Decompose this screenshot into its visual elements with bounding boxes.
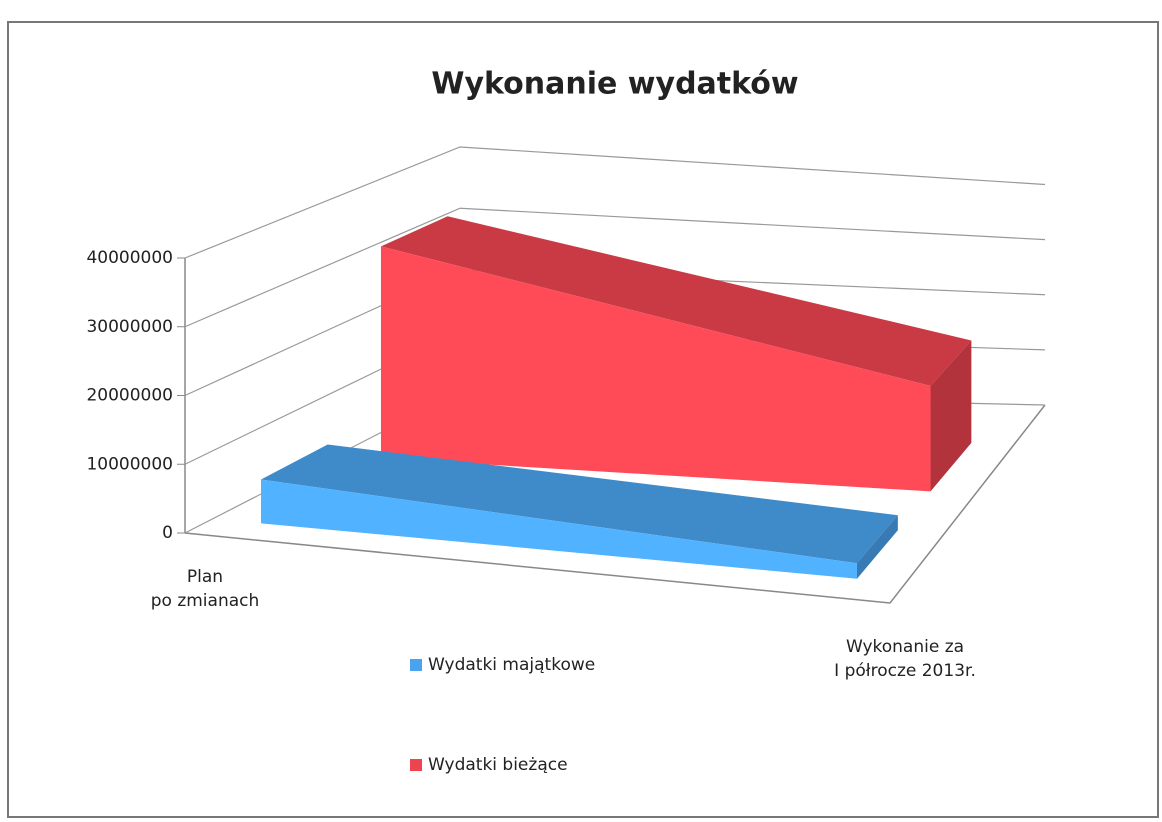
- legend-label: Wydatki bieżące: [428, 755, 568, 775]
- legend-swatch: [410, 759, 422, 771]
- x-tick-label: Plan po zmianach: [150, 567, 260, 611]
- grid-line: [184, 146, 1046, 259]
- x-tick-label: Wykonanie za I półrocze 2013r.: [834, 637, 976, 681]
- area: [380, 246, 931, 492]
- area-top: [261, 444, 898, 564]
- y-tick-label: 20000000: [86, 386, 173, 406]
- legend-label: Wydatki majątkowe: [428, 655, 595, 675]
- area-end: [930, 340, 972, 492]
- floor-edge: [184, 404, 1046, 604]
- y-tick-label: 0: [162, 523, 173, 543]
- area: [261, 479, 857, 579]
- area-end: [856, 515, 898, 579]
- y-tick-label: 10000000: [86, 454, 173, 474]
- chart-title: Wykonanie wydatków: [431, 67, 798, 102]
- grid-line: [184, 207, 1046, 328]
- y-tick-label: 40000000: [86, 248, 173, 268]
- y-tick-label: 30000000: [86, 317, 173, 337]
- legend-swatch: [410, 659, 422, 671]
- area-top: [380, 216, 972, 386]
